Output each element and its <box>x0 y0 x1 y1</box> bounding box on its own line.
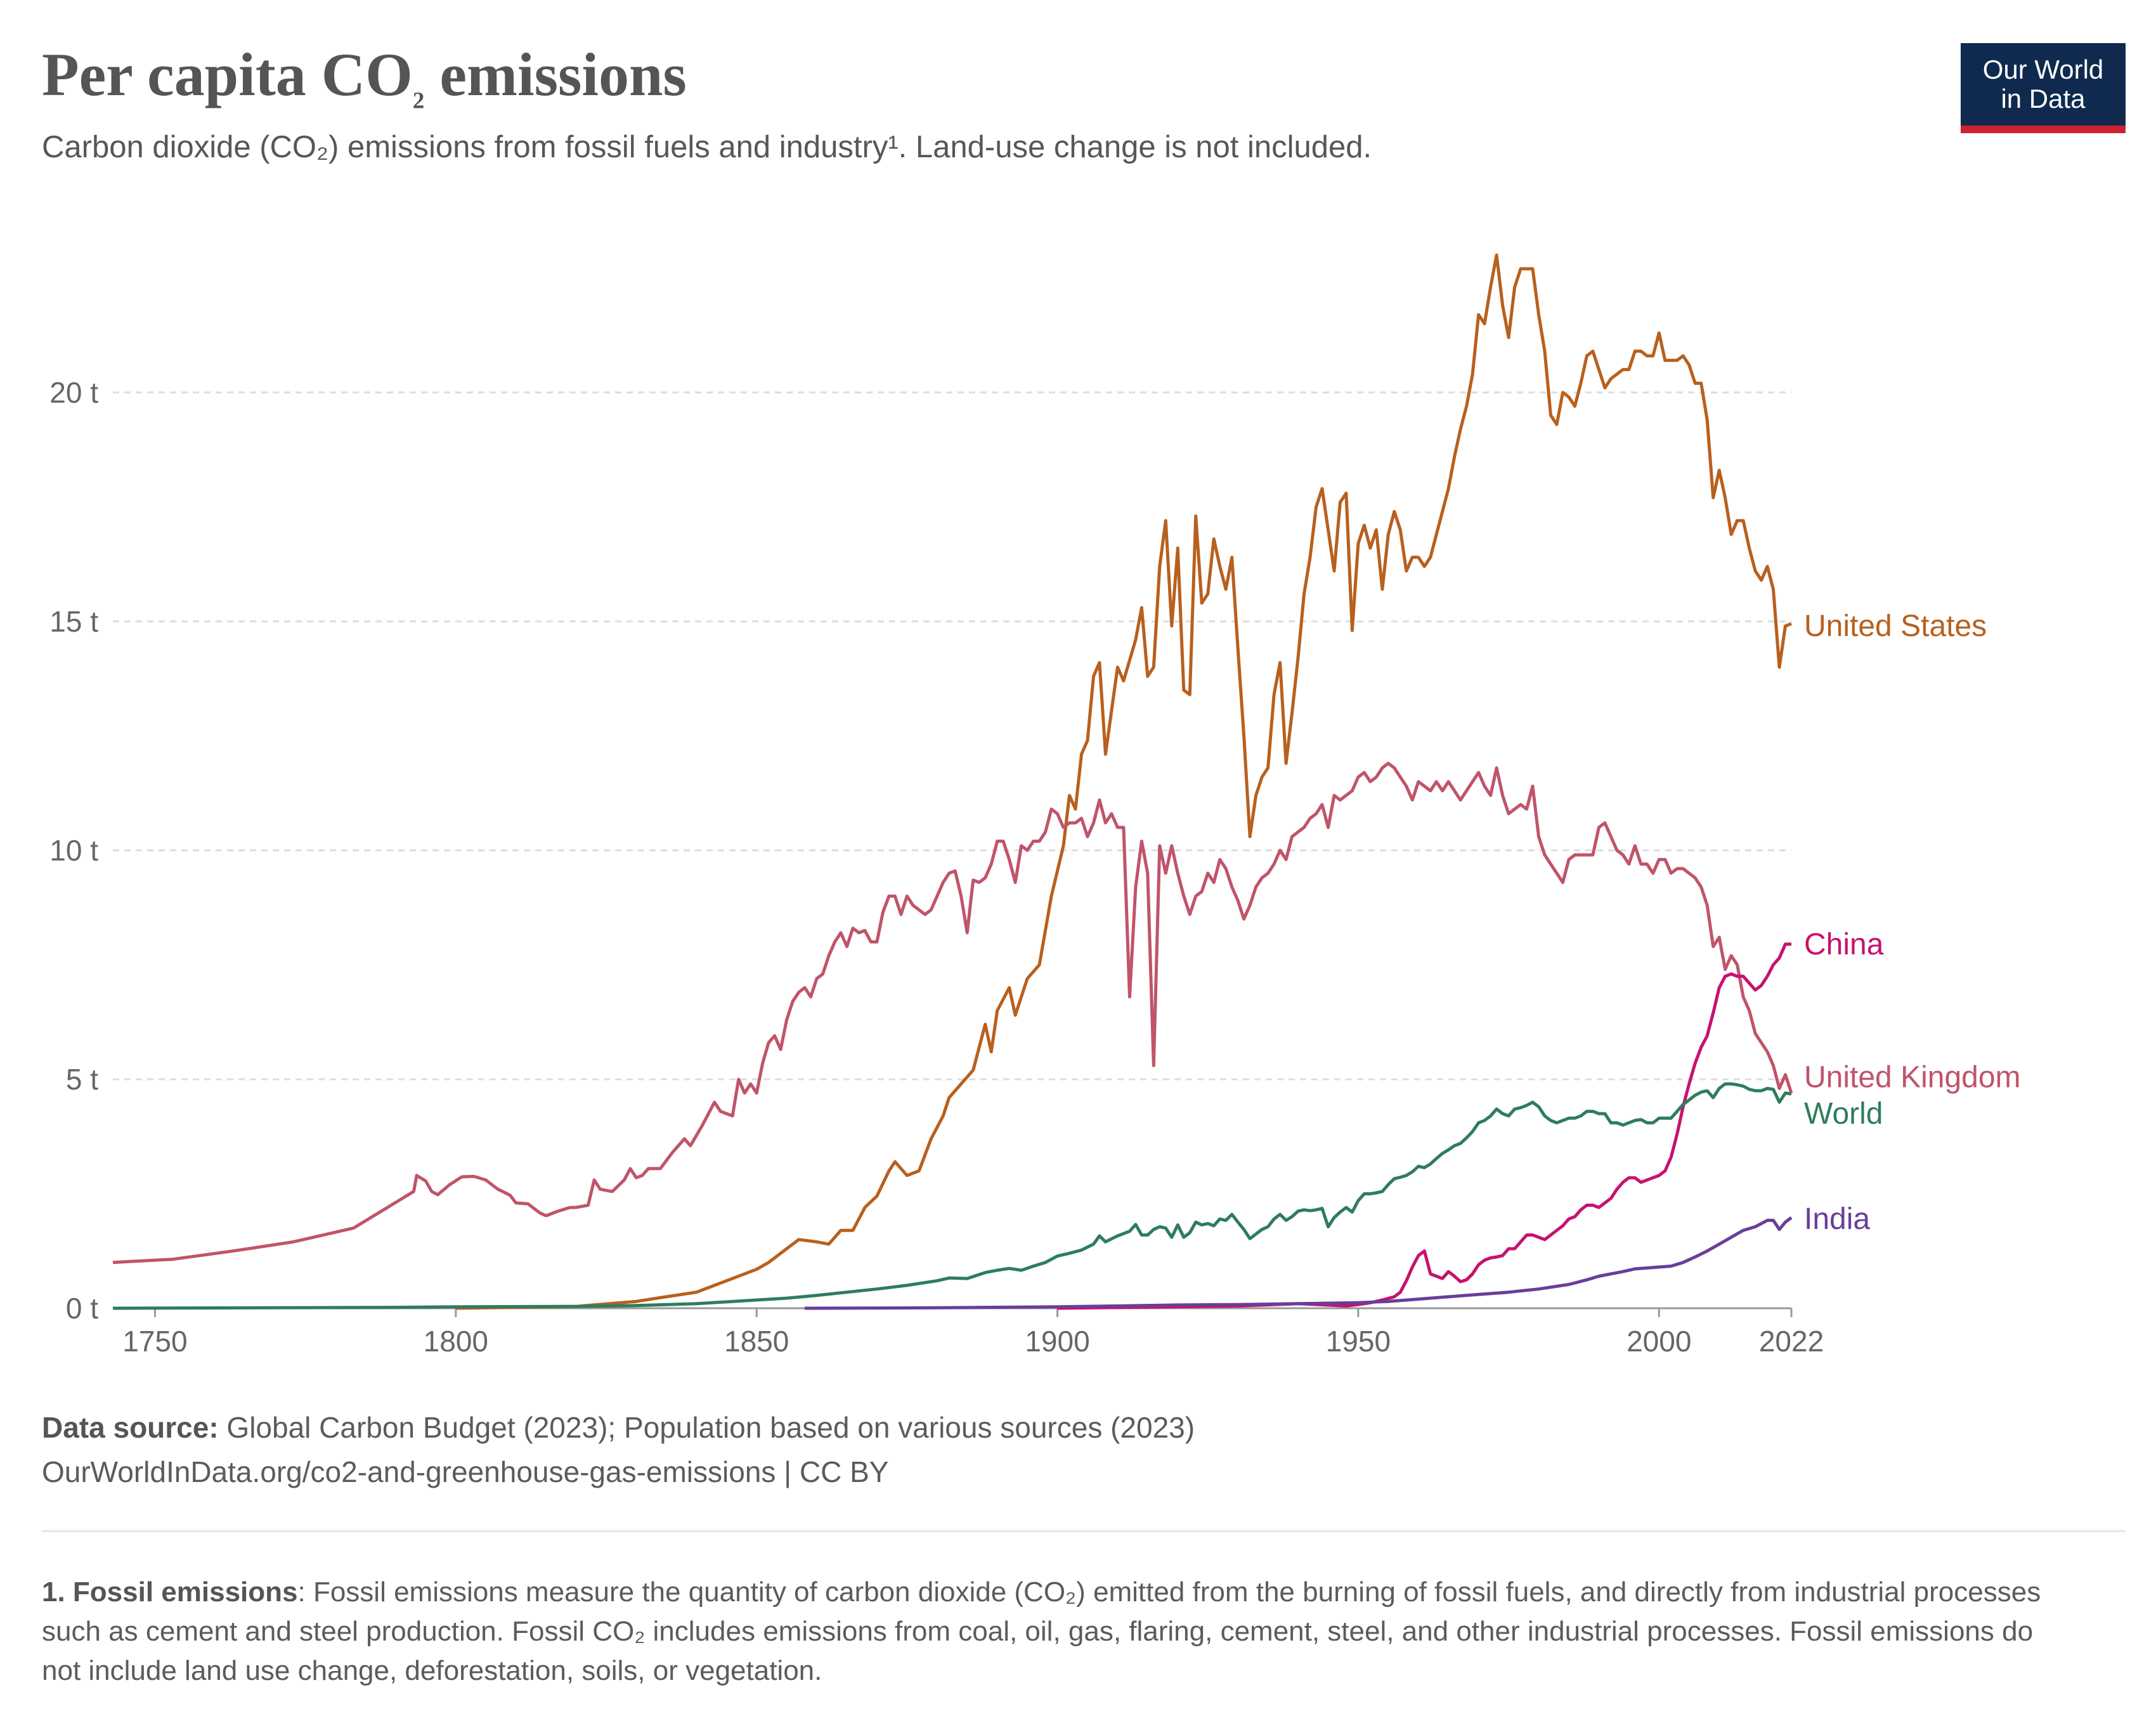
x-tick-label: 1900 <box>1025 1325 1089 1358</box>
series-lines <box>112 253 1793 1310</box>
x-tick-label: 1800 <box>424 1325 488 1358</box>
series-label-united-kingdom: United Kingdom <box>1804 1060 2021 1094</box>
title-subscript: ₂ <box>412 66 425 109</box>
logo-line-2: in Data <box>2001 84 2086 114</box>
x-axis: 1750 1800 1850 1900 1950 2000 2022 <box>113 1307 1824 1358</box>
x-tick-label: 2022 <box>1759 1325 1824 1358</box>
x-tick-label: 1850 <box>724 1325 789 1358</box>
footnote-label: 1. Fossil emissions <box>42 1576 298 1608</box>
page-title: Per capita CO₂ emissions <box>42 39 687 110</box>
footer-divider <box>42 1530 2126 1532</box>
series-line-united-kingdom[interactable] <box>112 762 1793 1264</box>
series-line-world[interactable] <box>112 1082 1792 1310</box>
source-text: Global Carbon Budget (2023); Population … <box>218 1411 1195 1444</box>
y-tick-label: 15 t <box>49 605 98 638</box>
series-line-united-states[interactable] <box>455 253 1792 1310</box>
series-label-world: World <box>1804 1097 1883 1131</box>
series-labels: United States United Kingdom China World Ind… <box>1804 609 2021 1236</box>
title-text: Per capita CO <box>42 41 413 108</box>
y-tick-label: 0 t <box>66 1292 98 1325</box>
series-label-india: India <box>1804 1202 1870 1236</box>
source-block: Data source: Global Carbon Budget (2023)… <box>42 1405 1195 1494</box>
x-tick-label: 2000 <box>1627 1325 1691 1358</box>
series-line-china[interactable] <box>1057 942 1792 1310</box>
series-label-united-states: United States <box>1804 609 1987 643</box>
series-label-china: China <box>1804 928 1884 961</box>
line-chart: 0 t 5 t 10 t 15 t 20 t 1750 1800 1850 1900 1950 2… <box>49 253 2021 1358</box>
y-tick-label: 5 t <box>66 1063 98 1096</box>
source-url[interactable]: OurWorldInData.org/co2-and-greenhouse-ga… <box>42 1455 889 1488</box>
logo-line-1: Our World <box>1982 55 2104 84</box>
y-axis-labels: 0 t 5 t 10 t 15 t 20 t <box>49 376 98 1325</box>
title-text-suffix: emissions <box>424 41 687 108</box>
y-tick-label: 20 t <box>49 376 98 409</box>
footnote: 1. Fossil emissions: Fossil emissions me… <box>42 1573 2071 1691</box>
logo-text: Our World in Data <box>1967 55 2119 114</box>
source-label: Data source: <box>42 1411 219 1444</box>
series-line-india[interactable] <box>805 1216 1793 1310</box>
owid-logo[interactable]: Our World in Data <box>1961 43 2126 133</box>
x-tick-label: 1950 <box>1326 1325 1391 1358</box>
gridlines <box>113 391 1791 1081</box>
x-tick-label: 1750 <box>122 1325 187 1358</box>
footnote-text: : Fossil emissions measure the quantity … <box>42 1576 2041 1686</box>
y-tick-label: 10 t <box>49 834 98 867</box>
subtitle: Carbon dioxide (CO₂) emissions from foss… <box>42 130 1372 164</box>
